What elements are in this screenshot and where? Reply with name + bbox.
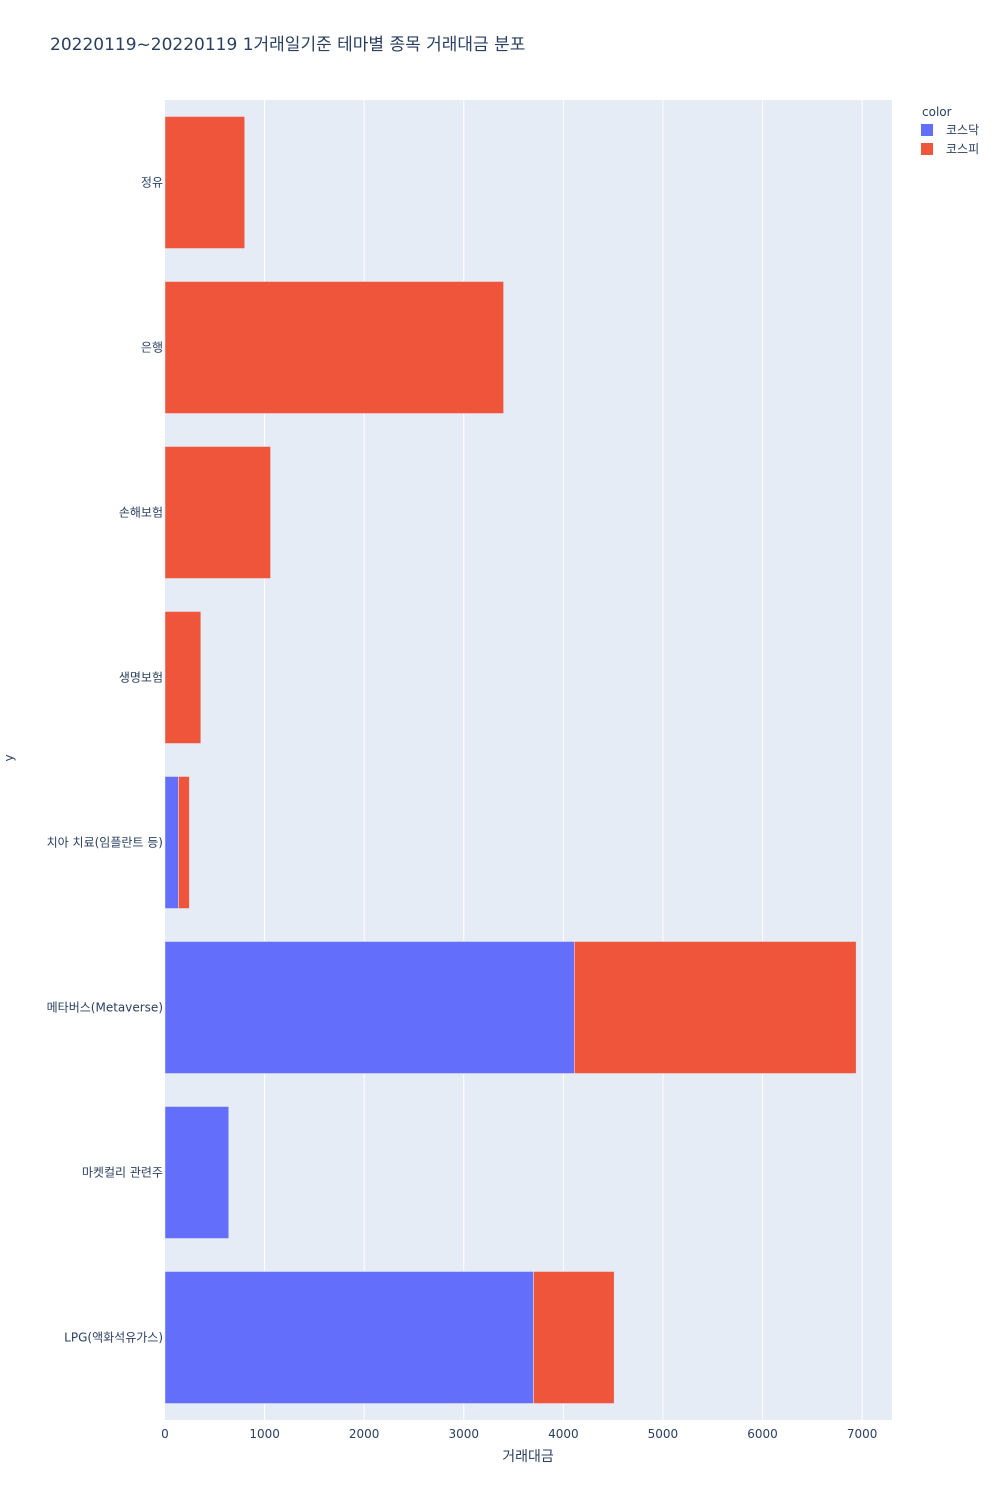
x-tick-label: 1000 xyxy=(249,1427,280,1441)
legend-swatch-kospi xyxy=(921,143,933,155)
legend-label-kosdaq[interactable]: 코스닥 xyxy=(946,123,979,137)
y-tick-label: 마켓컬리 관련주 xyxy=(82,1166,163,1180)
chart-title: 20220119~20220119 1거래일기준 테마별 종목 거래대금 분포 xyxy=(50,35,525,55)
x-tick-label: 2000 xyxy=(349,1427,380,1441)
bar-kospi xyxy=(533,1271,615,1404)
bar-kosdaq xyxy=(164,1106,229,1239)
bar-kospi xyxy=(574,941,857,1074)
bars xyxy=(164,116,857,1404)
legend-swatch-kosdaq xyxy=(921,124,933,136)
x-axis-title: 거래대금 xyxy=(502,1449,554,1465)
y-tick-label: LPG(액화석유가스) xyxy=(64,1331,163,1345)
y-tick-label: 메타버스(Metaverse) xyxy=(47,1001,163,1015)
bar-kosdaq xyxy=(164,941,575,1074)
legend-label-kospi[interactable]: 코스피 xyxy=(946,142,979,156)
bar-kospi xyxy=(164,611,202,744)
x-tick-label: 6000 xyxy=(747,1427,778,1441)
y-tick-label: 생명보험 xyxy=(119,671,163,685)
x-axis-ticks: 0 1000 2000 3000 4000 5000 6000 7000 xyxy=(161,1427,877,1441)
x-tick-label: 4000 xyxy=(548,1427,579,1441)
y-tick-label: 손해보험 xyxy=(119,506,163,520)
legend-title: color xyxy=(922,105,952,119)
bar-kospi xyxy=(164,281,504,414)
y-axis-title: y xyxy=(2,754,16,761)
y-tick-label: 정유 xyxy=(141,176,163,190)
bar-kosdaq xyxy=(164,1271,534,1404)
x-tick-label: 5000 xyxy=(648,1427,679,1441)
x-tick-label: 7000 xyxy=(847,1427,878,1441)
y-tick-label: 은행 xyxy=(141,340,163,355)
bar-kosdaq xyxy=(164,776,179,909)
x-tick-label: 0 xyxy=(161,1427,169,1441)
x-tick-label: 3000 xyxy=(448,1427,479,1441)
bar-kospi xyxy=(164,446,271,579)
bar-kospi xyxy=(164,116,245,249)
y-tick-label: 치아 치료(임플란트 등) xyxy=(47,836,163,850)
bar-kospi xyxy=(178,776,190,909)
